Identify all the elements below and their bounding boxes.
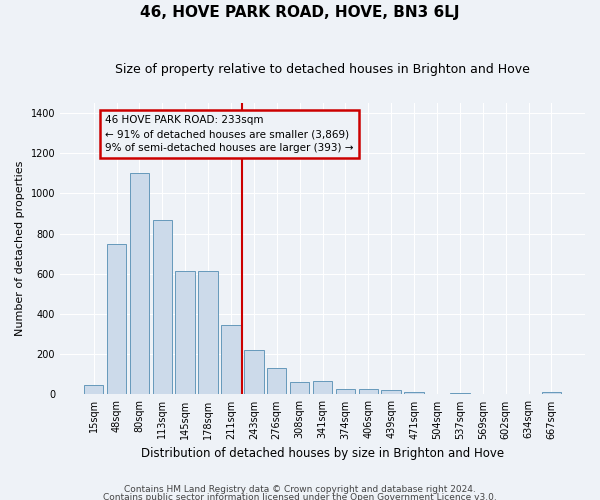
Bar	[382, 390, 401, 394]
Text: Contains HM Land Registry data © Crown copyright and database right 2024.: Contains HM Land Registry data © Crown c…	[124, 486, 476, 494]
Bar	[84, 385, 103, 394]
Text: 46 HOVE PARK ROAD: 233sqm
← 91% of detached houses are smaller (3,869)
9% of sem: 46 HOVE PARK ROAD: 233sqm ← 91% of detac…	[105, 115, 353, 153]
Bar	[359, 390, 378, 394]
Bar	[175, 271, 195, 394]
Bar	[313, 382, 332, 394]
Bar	[152, 220, 172, 394]
Title: Size of property relative to detached houses in Brighton and Hove: Size of property relative to detached ho…	[115, 62, 530, 76]
Bar	[107, 244, 126, 394]
Bar	[542, 392, 561, 394]
Bar	[267, 368, 286, 394]
Y-axis label: Number of detached properties: Number of detached properties	[15, 161, 25, 336]
Bar	[450, 393, 470, 394]
Bar	[335, 390, 355, 394]
Bar	[244, 350, 263, 395]
Bar	[130, 174, 149, 394]
Text: 46, HOVE PARK ROAD, HOVE, BN3 6LJ: 46, HOVE PARK ROAD, HOVE, BN3 6LJ	[140, 5, 460, 20]
Text: Contains public sector information licensed under the Open Government Licence v3: Contains public sector information licen…	[103, 492, 497, 500]
Bar	[290, 382, 310, 394]
X-axis label: Distribution of detached houses by size in Brighton and Hove: Distribution of detached houses by size …	[141, 447, 504, 460]
Bar	[221, 325, 241, 394]
Bar	[199, 271, 218, 394]
Bar	[404, 392, 424, 394]
